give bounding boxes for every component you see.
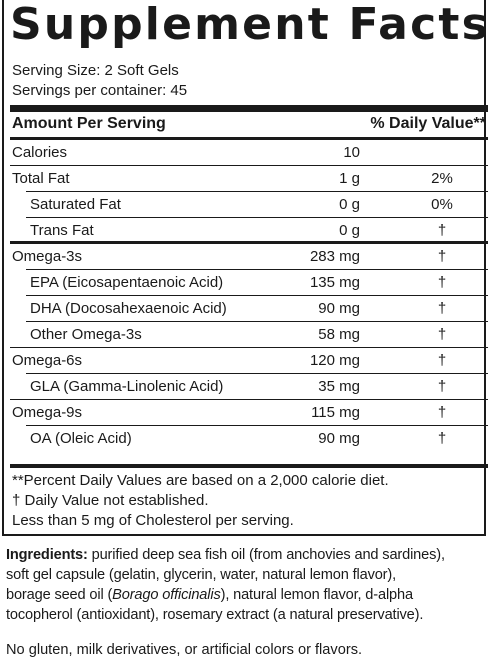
nutrient-row: Total Fat 1 g 2% <box>10 166 488 192</box>
row-divider <box>26 321 488 322</box>
ingredients-text-3b: ), natural lemon flavor, d-alpha <box>220 587 413 603</box>
nutrient-name: DHA (Docosahexaenoic Acid) <box>30 300 227 317</box>
ingredients-line-2: soft gel capsule (gelatin, glycerin, wat… <box>6 567 397 583</box>
footnote-not-established: † Daily Value not established. <box>12 492 209 509</box>
serving-size: Serving Size: 2 Soft Gels <box>12 62 179 79</box>
nutrient-amount: 90 mg <box>318 430 360 447</box>
nutrient-name: Saturated Fat <box>30 196 121 213</box>
nutrient-row: Other Omega-3s 58 mg † <box>10 322 488 348</box>
nutrient-daily-value: † <box>437 300 447 317</box>
row-divider <box>10 241 488 244</box>
nutrient-daily-value: † <box>437 378 447 395</box>
ingredients-line-4: tocopherol (antioxidant), rosemary extra… <box>6 607 424 623</box>
nutrient-amount: 90 mg <box>318 300 360 317</box>
nutrient-name: Omega-6s <box>12 352 83 369</box>
footnote-divider <box>10 464 488 468</box>
amount-per-serving-label: Amount Per Serving <box>12 115 166 132</box>
row-divider <box>26 295 488 296</box>
nutrient-row: Omega-3s 283 mg † <box>10 244 488 270</box>
nutrient-name: GLA (Gamma-Linolenic Acid) <box>30 378 224 395</box>
nutrient-name: Total Fat <box>12 170 70 187</box>
nutrient-row: Omega-9s 115 mg † <box>10 400 488 426</box>
ingredients-botanical-name: Borago officinalis <box>112 587 221 603</box>
footnote-cholesterol: Less than 5 mg of Cholesterol per servin… <box>12 512 294 529</box>
supplement-facts-panel: Supplement Facts Serving Size: 2 Soft Ge… <box>2 0 488 536</box>
nutrient-daily-value: † <box>437 404 447 421</box>
nutrient-daily-value: 2% <box>431 170 453 187</box>
nutrient-daily-value: 0% <box>431 196 453 213</box>
row-divider <box>26 269 488 270</box>
row-divider <box>26 425 488 426</box>
ingredients-line-3: borage seed oil (Borago officinalis), na… <box>6 585 490 605</box>
nutrient-row: OA (Oleic Acid) 90 mg † <box>10 426 488 452</box>
row-divider <box>26 191 488 192</box>
nutrient-name: Trans Fat <box>30 222 94 239</box>
nutrient-daily-value: † <box>437 326 447 343</box>
nutrient-daily-value: † <box>437 274 447 291</box>
nutrient-row: Calories 10 <box>10 140 488 166</box>
row-divider <box>26 373 488 374</box>
table-header: Amount Per Serving % Daily Value** <box>10 111 488 137</box>
nutrient-row: GLA (Gamma-Linolenic Acid) 35 mg † <box>10 374 488 400</box>
nutrient-amount: 10 <box>343 144 360 161</box>
nutrient-amount: 35 mg <box>318 378 360 395</box>
ingredients-line-1: Ingredients: purified deep sea fish oil … <box>6 545 490 565</box>
nutrient-amount: 120 mg <box>309 352 360 369</box>
nutrient-row: EPA (Eicosapentaenoic Acid) 135 mg † <box>10 270 488 296</box>
thick-divider <box>10 105 488 112</box>
nutrient-name: Omega-9s <box>12 404 83 421</box>
row-divider <box>26 217 488 218</box>
nutrient-amount: 0 g <box>339 222 360 239</box>
row-divider <box>10 399 488 400</box>
nutrient-row: Saturated Fat 0 g 0% <box>10 192 488 218</box>
nutrient-amount: 0 g <box>339 196 360 213</box>
nutrient-amount: 135 mg <box>309 274 360 291</box>
nutrient-amount: 283 mg <box>309 248 360 265</box>
row-divider <box>10 165 488 166</box>
footnote-percent-dv: **Percent Daily Values are based on a 2,… <box>12 472 389 489</box>
panel-title: Supplement Facts <box>10 0 488 50</box>
nutrient-amount: 115 mg <box>311 404 360 421</box>
ingredients-block: Ingredients: purified deep sea fish oil … <box>6 545 490 625</box>
nutrient-name: OA (Oleic Acid) <box>30 430 132 447</box>
servings-per-container: Servings per container: 45 <box>12 82 188 99</box>
nutrient-daily-value: † <box>437 222 447 239</box>
nutrient-daily-value: † <box>437 248 447 265</box>
nutrient-name: Omega-3s <box>12 248 83 265</box>
header-divider <box>10 137 488 140</box>
daily-value-label: % Daily Value** <box>370 115 486 132</box>
row-divider <box>10 347 488 348</box>
nutrient-daily-value: † <box>437 430 447 447</box>
ingredients-text-3a: borage seed oil ( <box>6 587 113 603</box>
nutrient-amount: 58 mg <box>318 326 360 343</box>
nutrient-row: DHA (Docosahexaenoic Acid) 90 mg † <box>10 296 488 322</box>
nutrient-row: Trans Fat 0 g † <box>10 218 488 244</box>
ingredients-text-1: purified deep sea fish oil (from anchovi… <box>87 547 445 563</box>
nutrient-name: Calories <box>12 144 68 161</box>
ingredients-label: Ingredients: <box>6 547 88 563</box>
free-from-statement: No gluten, milk derivatives, or artifici… <box>6 642 363 658</box>
nutrient-row: Omega-6s 120 mg † <box>10 348 488 374</box>
nutrient-daily-value: † <box>437 352 447 369</box>
nutrient-name: EPA (Eicosapentaenoic Acid) <box>30 274 224 291</box>
nutrient-name: Other Omega-3s <box>30 326 142 343</box>
nutrient-amount: 1 g <box>339 170 360 187</box>
